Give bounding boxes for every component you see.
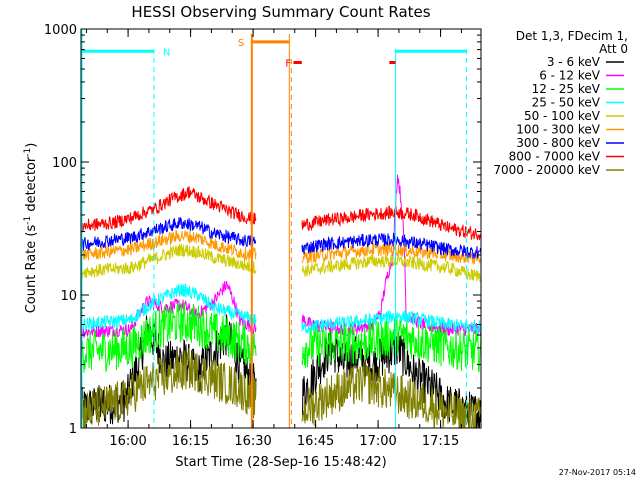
y-tick-label: 10 [60, 289, 77, 304]
y-axis-label-sup1: -1 [23, 216, 33, 225]
x-tick-label: 16:15 [172, 434, 209, 449]
x-tick-label: 16:00 [109, 434, 146, 449]
y-axis-label: Count Rate (s-1 detector-1) [23, 143, 39, 314]
night-label: N [163, 47, 170, 58]
x-tick-label: 16:45 [297, 434, 334, 449]
plot-annotations: N S F [81, 29, 467, 428]
legend-entry-label: 6 - 12 keV [539, 69, 601, 83]
plot-series [80, 174, 482, 430]
y-axis-label-main: Count Rate (s [24, 225, 39, 314]
legend-entry-label: 50 - 100 keV [524, 109, 601, 123]
legend-entry-label: 7000 - 20000 keV [493, 163, 600, 177]
y-axis-label-sup2: -1 [23, 148, 33, 157]
legend-title-line1: Det 1,3, FDecim 1, [516, 29, 628, 43]
series-group [80, 229, 482, 266]
series-line [80, 347, 482, 430]
x-tick-label: 16:30 [234, 434, 271, 449]
footer-timestamp: 27-Nov-2017 05:14 [559, 468, 636, 477]
series-group [80, 243, 482, 283]
series-group [80, 216, 482, 259]
y-tick-label: 1 [69, 422, 77, 437]
chart-title: HESSI Observing Summary Count Rates [131, 3, 430, 21]
series-line [80, 243, 482, 283]
y-tick-label: 100 [52, 156, 77, 171]
x-tick-label: 17:00 [359, 434, 396, 449]
legend-entry-label: 3 - 6 keV [547, 55, 601, 69]
legend-entry-label: 12 - 25 keV [532, 82, 601, 96]
series-group [80, 347, 482, 430]
legend-entry-label: 800 - 7000 keV [509, 150, 601, 164]
plot-axes: 1 10 100 1000 16:00 16:15 16:30 16:45 17:00 17:15 [44, 23, 482, 449]
series-line [80, 186, 482, 241]
series-line [80, 302, 482, 373]
series-group [80, 283, 482, 335]
series-group [80, 302, 482, 373]
saa-label: S [238, 38, 244, 49]
series-group [80, 186, 482, 241]
x-axis-label: Start Time (28-Sep-16 15:48:42) [175, 455, 386, 470]
series-line [80, 216, 482, 259]
flare-label: F [285, 58, 291, 69]
plot-frame [80, 28, 482, 429]
legend-entry-label: 300 - 800 keV [516, 136, 600, 150]
x-tick-label: 17:15 [422, 434, 459, 449]
series-line [80, 229, 482, 266]
legend-title-line2: Att 0 [599, 42, 628, 56]
y-axis-label-mid: detector [24, 156, 39, 216]
legend-entry-label: 25 - 50 keV [532, 96, 601, 110]
series-line [80, 283, 482, 335]
y-tick-label: 1000 [44, 23, 77, 38]
y-axis-label-end: ) [24, 143, 39, 148]
legend-entry-label: 100 - 300 keV [516, 123, 600, 137]
